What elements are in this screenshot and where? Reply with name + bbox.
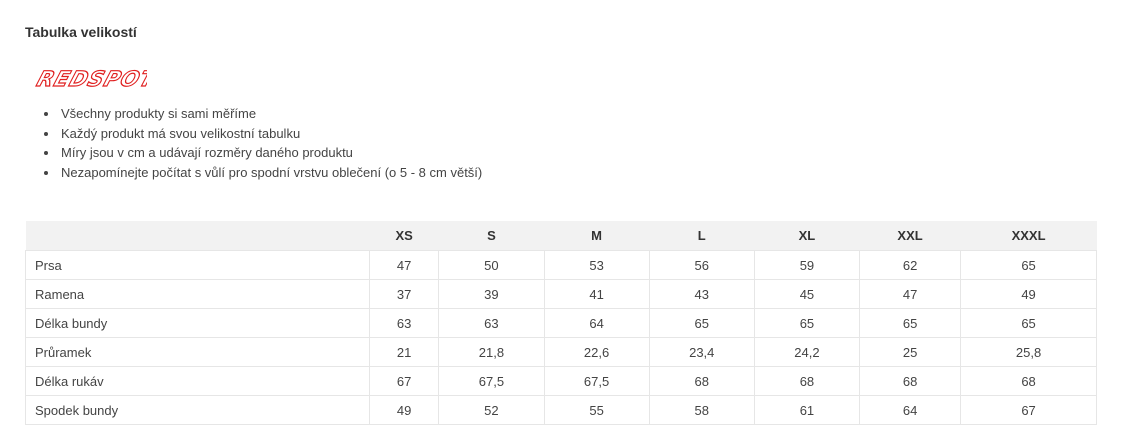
table-cell: 23,4 [648,337,755,367]
table-cell: 68 [648,366,755,396]
list-item: Všechny produkty si sami měříme [59,104,482,124]
table-cell: 37 [368,279,440,309]
list-item: Nezapomínejte počítat s vůlí pro spodní … [59,163,482,183]
table-cell: 62 [859,250,962,280]
table-cell: 49 [960,279,1097,309]
table-row: Prsa 47 50 53 56 59 62 65 [25,250,1097,280]
table-cell: 59 [753,250,861,280]
row-label: Ramena [25,279,370,309]
svg-text:REDSPOT: REDSPOT [34,67,147,90]
table-cell: 67 [960,395,1097,425]
table-cell: 68 [960,366,1097,396]
info-list: Všechny produkty si sami měříme Každý pr… [25,104,482,182]
table-cell: 67 [368,366,440,396]
table-cell: 45 [753,279,861,309]
table-cell: 67,5 [438,366,545,396]
header-size: XL [754,221,860,251]
header-size: S [438,221,544,251]
table-cell: 53 [543,250,650,280]
header-size: L [649,221,755,251]
size-table: XS S M L XL XXL XXXL Prsa 47 50 53 56 59 62 65 Ramena 3… [25,221,1097,425]
table-row: Ramena 37 39 41 43 45 47 49 [25,279,1097,309]
table-cell: 63 [438,308,545,338]
table-cell: 47 [859,279,962,309]
row-label: Průramek [25,337,370,367]
table-cell: 21 [368,337,440,367]
header-size: XXL [859,221,961,251]
table-cell: 25,8 [960,337,1097,367]
table-row: Délka rukáv 67 67,5 67,5 68 68 68 68 [25,366,1097,396]
list-item: Každý produkt má svou velikostní tabulku [59,124,482,144]
table-header-row: XS S M L XL XXL XXXL [25,221,1097,251]
table-cell: 65 [753,308,861,338]
table-cell: 49 [368,395,440,425]
table-cell: 68 [859,366,962,396]
table-cell: 22,6 [543,337,650,367]
table-cell: 55 [543,395,650,425]
row-label: Spodek bundy [25,395,370,425]
header-size: XS [369,221,439,251]
table-cell: 56 [648,250,755,280]
table-cell: 50 [438,250,545,280]
table-cell: 63 [368,308,440,338]
table-cell: 64 [543,308,650,338]
table-cell: 47 [368,250,440,280]
header-size: XXXL [960,221,1097,251]
table-cell: 64 [859,395,962,425]
header-empty [25,221,370,251]
table-cell: 61 [753,395,861,425]
table-cell: 65 [859,308,962,338]
list-item: Míry jsou v cm a udávají rozměry daného … [59,143,482,163]
table-cell: 41 [543,279,650,309]
page-title: Tabulka velikostí [25,24,137,40]
table-cell: 39 [438,279,545,309]
table-cell: 24,2 [753,337,861,367]
header-size: M [544,221,650,251]
table-cell: 52 [438,395,545,425]
table-row: Délka bundy 63 63 64 65 65 65 65 [25,308,1097,338]
row-label: Délka bundy [25,308,370,338]
table-row: Průramek 21 21,8 22,6 23,4 24,2 25 25,8 [25,337,1097,367]
table-cell: 65 [960,308,1097,338]
table-cell: 65 [648,308,755,338]
table-cell: 67,5 [543,366,650,396]
row-label: Délka rukáv [25,366,370,396]
table-cell: 43 [648,279,755,309]
table-cell: 68 [753,366,861,396]
table-cell: 21,8 [438,337,545,367]
table-cell: 25 [859,337,962,367]
row-label: Prsa [25,250,370,280]
table-row: Spodek bundy 49 52 55 58 61 64 67 [25,395,1097,425]
table-cell: 65 [960,250,1097,280]
table-cell: 58 [648,395,755,425]
redspot-logo: REDSPOT [32,66,161,95]
